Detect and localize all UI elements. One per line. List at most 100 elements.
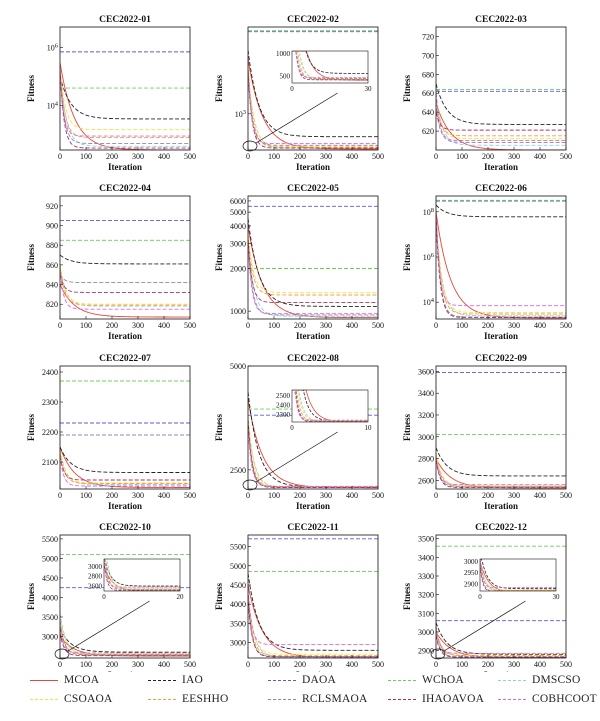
legend-item-dmscso: DMSCSO (498, 672, 581, 688)
legend-item-wchoa: WChOA (388, 672, 464, 688)
y-tick-label: 2600 (418, 476, 434, 485)
x-tick-label: 400 (534, 660, 546, 669)
inset-x-tick-label: 30 (365, 85, 373, 93)
zoom-arrow (255, 431, 338, 483)
series-line-cobhcoot (292, 51, 368, 78)
x-tick-label: 400 (346, 152, 358, 161)
series-line-csoaoa (248, 234, 378, 294)
series-line-ihaoavoa (248, 70, 378, 149)
x-tick-label: 0 (58, 491, 62, 500)
series-line-rclsmaoa (248, 428, 378, 488)
series-line-ihaoavoa (60, 70, 190, 149)
y-tick-label: 3600 (418, 367, 434, 376)
x-tick-label: 400 (346, 491, 358, 500)
x-axis-label: Iteration (108, 162, 142, 172)
x-tick-label: 500 (560, 491, 572, 500)
series-line-dmscso (60, 264, 190, 307)
y-axis-label: Fitness (214, 244, 224, 271)
series-line-cobhcoot (436, 212, 566, 307)
series-line-ihaoavoa (248, 419, 378, 488)
plot-frame (247, 365, 379, 490)
series-line-rclsmaoa (292, 51, 368, 79)
chart-cec2022-04: CEC2022-04 0 100 200 300 400 500 820 840 860 880 90… (26, 184, 196, 341)
y-tick-label: 2500 (230, 466, 246, 475)
y-tick-label: 860 (46, 261, 58, 270)
legend-item-iao: IAO (148, 672, 203, 688)
y-tick-label: 3300 (418, 572, 434, 581)
x-tick-label: 200 (106, 321, 118, 330)
plot-frame (435, 365, 567, 490)
x-tick-label: 500 (184, 491, 196, 500)
series-line-rclsmaoa (104, 559, 180, 590)
x-tick-label: 100 (268, 660, 280, 669)
x-tick-label: 100 (456, 152, 468, 161)
zoom-marker (54, 648, 70, 660)
series-line-iao (248, 50, 378, 138)
y-tick-label: 5000 (42, 554, 58, 563)
y-tick-label: 6000 (230, 197, 246, 206)
x-tick-label: 0 (58, 152, 62, 161)
x-tick-label: 400 (158, 321, 170, 330)
series-line-rclsmaoa (436, 107, 566, 143)
plot-frame (59, 195, 191, 320)
series-line-csoaoa (436, 97, 566, 140)
x-tick-label: 200 (294, 491, 306, 500)
series-line-dmscso (104, 559, 180, 591)
inset-y-tick-label: 2900 (464, 581, 479, 589)
legend-swatch (268, 698, 296, 700)
y-tick-label: 3500 (230, 619, 246, 628)
legend-swatch (148, 698, 176, 700)
x-tick-label: 0 (434, 321, 438, 330)
legend-label: WChOA (422, 674, 464, 686)
inset-y-tick-label: 500 (280, 73, 291, 81)
series-line-dmscso (480, 561, 556, 591)
x-tick-label: 0 (58, 321, 62, 330)
x-tick-label: 500 (372, 660, 384, 669)
x-tick-label: 500 (560, 152, 572, 161)
x-tick-label: 300 (508, 321, 520, 330)
y-tick-label: 2400 (42, 368, 58, 377)
y-tick-label: 3200 (418, 411, 434, 420)
series-line-mcoa (436, 211, 566, 319)
chart-title: CEC2022-06 (475, 184, 527, 194)
chart-title: CEC2022-09 (475, 354, 527, 364)
series-line-iao (60, 446, 190, 473)
series-line-csoaoa (292, 390, 368, 421)
legend-item-cobhcoot: COBHCOOT (498, 691, 597, 707)
inset-y-tick-label: 2300 (276, 411, 291, 419)
legend-label: RCLSMAOA (302, 693, 368, 705)
y-axis-label: Fitness (402, 414, 412, 441)
x-tick-label: 200 (294, 321, 306, 330)
x-tick-label: 100 (80, 491, 92, 500)
series-line-dmscso (436, 458, 566, 488)
chart-cec2022-08: CEC2022-080 100 200 300 400 50025005000Iterat… (214, 354, 384, 511)
y-axis-label: Fitness (402, 583, 412, 610)
x-tick-label: 500 (184, 152, 196, 161)
legend-label: MCOA (64, 674, 100, 686)
series-line-ihaoavoa (60, 455, 190, 481)
legend-item-mcoa: MCOA (30, 672, 99, 688)
series-line-iao (480, 559, 556, 590)
y-tick-label: 2900 (418, 647, 434, 656)
y-tick-label: 2100 (42, 458, 58, 467)
y-tick-label: 104 (47, 100, 59, 111)
legend-item-rclsmaoa: RCLSMAOA (268, 691, 368, 707)
legend-swatch (30, 679, 58, 681)
series-line-cobhcoot (436, 457, 566, 486)
series-line-cobhcoot (104, 559, 180, 588)
y-tick-label: 680 (422, 70, 434, 79)
y-tick-label: 620 (422, 127, 434, 136)
plot-frame (247, 534, 379, 659)
x-tick-label: 300 (320, 660, 332, 669)
legend-swatch (30, 698, 58, 700)
series-line-ihaoavoa (436, 112, 566, 131)
inset-y-tick-label: 2800 (88, 573, 103, 581)
chart-cec2022-12: CEC2022-120 100 200 300 400 50029003000310032… (402, 523, 572, 672)
y-tick-label: 2800 (418, 455, 434, 464)
y-tick-label: 5500 (42, 535, 58, 544)
y-tick-label: 5000 (230, 362, 246, 371)
x-tick-label: 400 (534, 321, 546, 330)
y-axis-label: Fitness (214, 414, 224, 441)
legend-label: CSOAOA (64, 693, 113, 705)
